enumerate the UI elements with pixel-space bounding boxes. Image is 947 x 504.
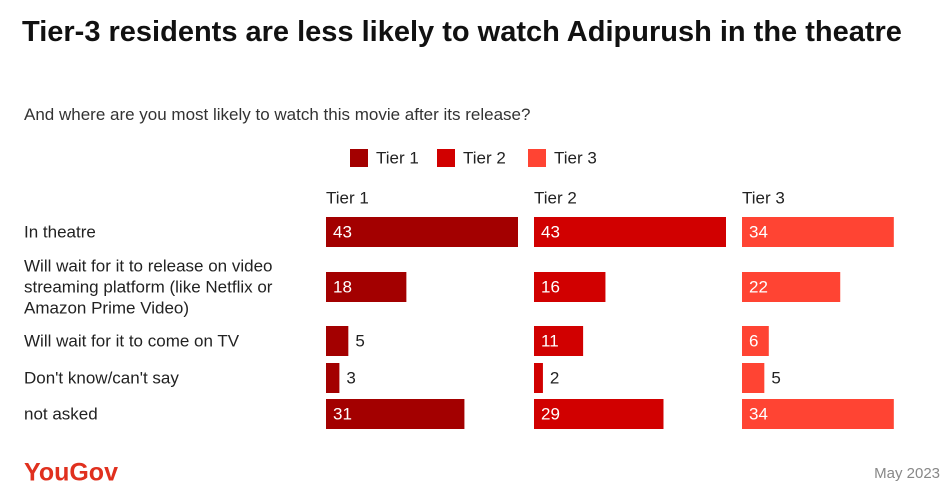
bar (742, 326, 769, 356)
value-label: 22 (749, 277, 768, 296)
bar (326, 217, 518, 247)
value-label: 6 (749, 331, 758, 350)
value-label: 5 (771, 368, 780, 387)
value-label: 34 (749, 404, 768, 423)
value-label: 29 (541, 404, 560, 423)
panel-title: Tier 1 (326, 188, 369, 207)
bar (742, 272, 841, 302)
bar (742, 399, 894, 429)
bar (534, 363, 543, 393)
panel-title: Tier 2 (534, 188, 577, 207)
category-label: In theatre (24, 222, 96, 242)
value-label: 5 (355, 331, 364, 350)
bar (326, 363, 340, 393)
date-note: May 2023 (874, 465, 940, 482)
legend-swatch (350, 149, 368, 167)
chart-title: Tier-3 residents are less likely to watc… (22, 16, 902, 48)
bar (326, 399, 465, 429)
value-label: 34 (749, 222, 768, 241)
bar (742, 363, 765, 393)
value-label: 11 (541, 331, 559, 350)
bar (534, 326, 584, 356)
value-label: 31 (333, 404, 352, 423)
value-label: 18 (333, 277, 352, 296)
category-label: not asked (24, 404, 98, 424)
chart-subtitle: And where are you most likely to watch t… (24, 105, 531, 124)
panel-title: Tier 3 (742, 188, 785, 207)
brand: YouGov (24, 459, 118, 487)
bar (534, 399, 664, 429)
bar (326, 326, 349, 356)
value-label: 43 (541, 222, 560, 241)
legend-label: Tier 2 (463, 148, 506, 167)
legend-swatch (437, 149, 455, 167)
bar (534, 272, 606, 302)
value-label: 16 (541, 277, 560, 296)
legend-label: Tier 1 (376, 148, 419, 167)
category-label: Don't know/can't say (24, 368, 179, 388)
bar (326, 272, 407, 302)
bar (742, 217, 894, 247)
value-label: 2 (550, 368, 559, 387)
category-label: Will wait for it to release on video str… (24, 256, 273, 318)
category-label: Will wait for it to come on TV (24, 331, 240, 351)
value-label: 43 (333, 222, 352, 241)
bar (534, 217, 726, 247)
legend-swatch (528, 149, 546, 167)
legend-label: Tier 3 (554, 148, 597, 167)
value-label: 3 (346, 368, 355, 387)
